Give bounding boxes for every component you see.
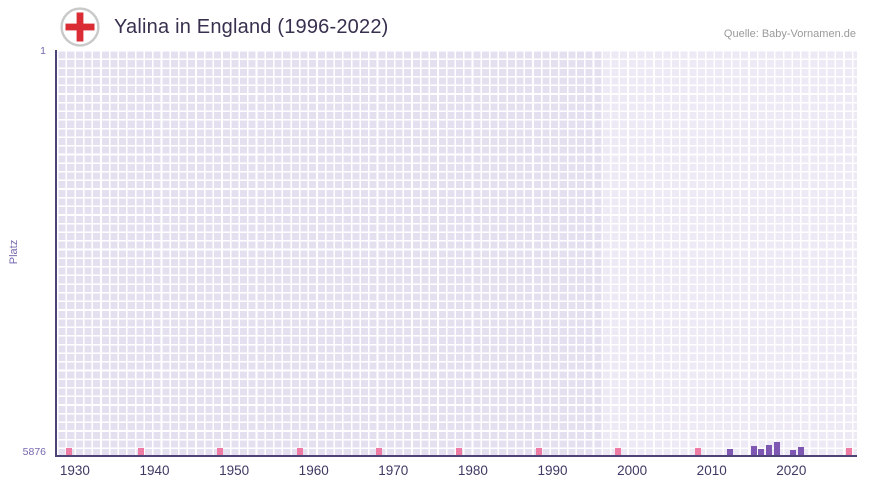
rank-bar-2018 <box>774 442 781 455</box>
x-tick-label: 1940 <box>139 463 170 478</box>
y-axis-title: Platz <box>8 239 20 265</box>
x-tick-label: 2000 <box>617 463 648 478</box>
x-tick-label: 2010 <box>696 463 727 478</box>
no-data-mark-1938 <box>137 448 144 455</box>
rank-bar-2012 <box>726 449 733 455</box>
plot-area <box>55 50 857 457</box>
rank-bar-2015 <box>750 445 757 455</box>
no-data-mark-2008 <box>694 448 701 455</box>
y-tick-max: 5876 <box>22 446 46 458</box>
x-tick-label: 1980 <box>457 463 488 478</box>
source-credit: Quelle: Baby-Vornamen.de <box>723 28 856 40</box>
x-tick-label: 1990 <box>537 463 568 478</box>
no-data-mark-1968 <box>376 448 383 455</box>
flag-cross-horizontal <box>65 23 95 31</box>
england-flag-icon <box>60 7 100 47</box>
chart-header: Yalina in England (1996-2022) <box>60 7 389 47</box>
x-axis-ticks: 1930 1940 1950 1960 1970 1980 1990 2000 2010 2020 <box>55 457 855 487</box>
gridlines <box>57 50 857 455</box>
rank-bar-2020 <box>790 450 797 455</box>
y-tick-min: 1 <box>40 45 46 57</box>
rank-bar-2017 <box>766 445 773 455</box>
x-tick-label: 1930 <box>59 463 90 478</box>
no-data-mark-1998 <box>615 448 622 455</box>
no-data-mark-1958 <box>296 448 303 455</box>
no-data-mark-1929 <box>65 448 72 455</box>
rank-bar-2021 <box>798 446 805 455</box>
x-tick-label: 1970 <box>378 463 409 478</box>
x-tick-label: 2020 <box>776 463 807 478</box>
x-tick-label: 1950 <box>219 463 250 478</box>
x-tick-label: 1960 <box>298 463 329 478</box>
no-data-mark-2027 <box>846 448 853 455</box>
rank-chart: Platz 1 5876 1930 1940 1950 1960 1970 1980 199… <box>0 45 873 492</box>
page-title: Yalina in England (1996-2022) <box>114 15 389 38</box>
no-data-mark-1988 <box>535 448 542 455</box>
no-data-mark-1978 <box>455 448 462 455</box>
no-data-mark-1948 <box>217 448 224 455</box>
rank-bar-2016 <box>758 448 765 455</box>
